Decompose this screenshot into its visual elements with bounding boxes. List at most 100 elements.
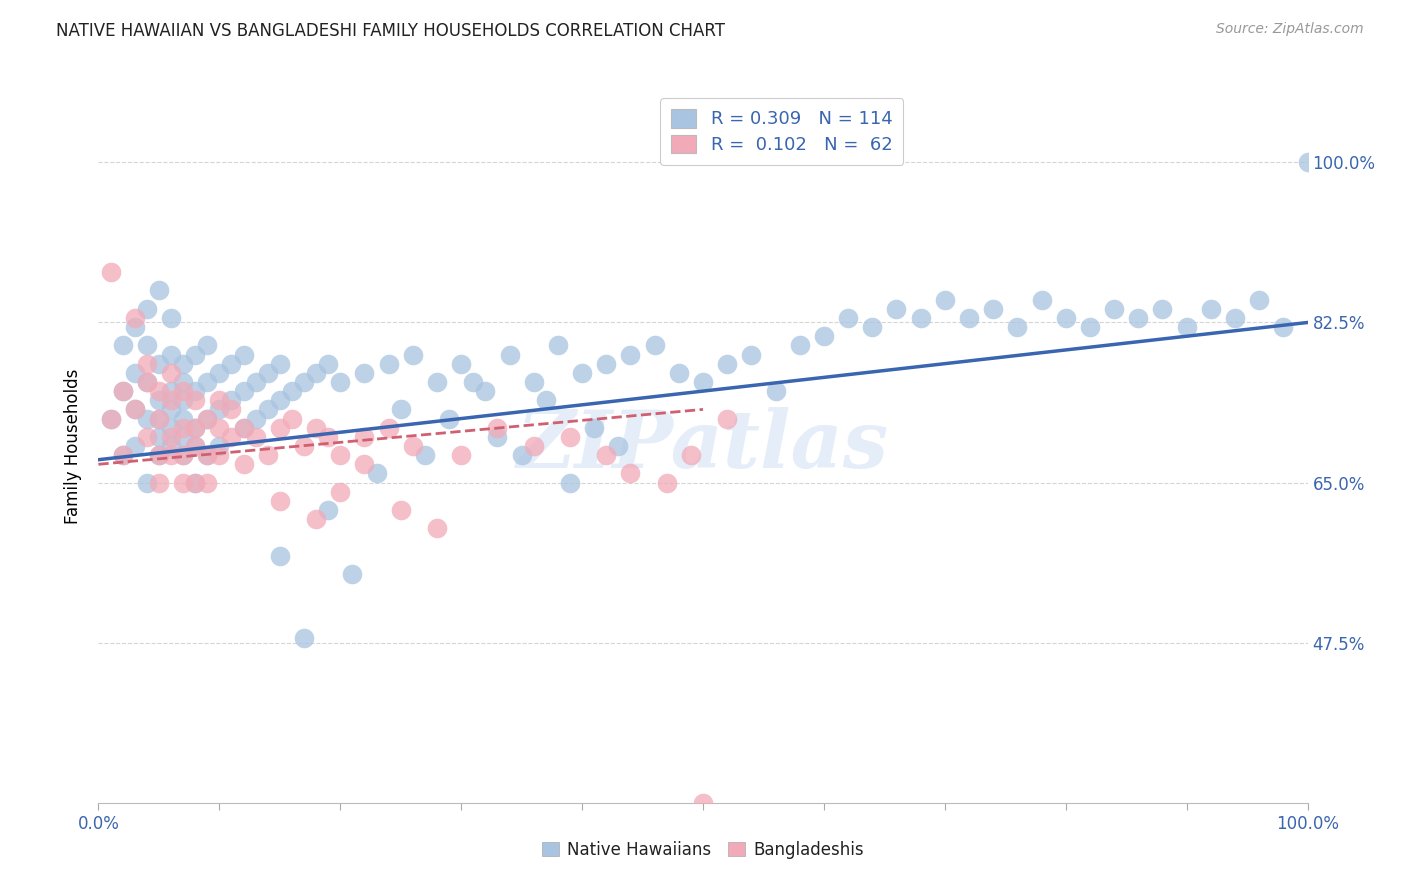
Point	[607, 439, 630, 453]
Point	[402, 347, 425, 361]
Point	[377, 357, 399, 371]
Point	[148, 384, 170, 398]
Point	[160, 384, 183, 398]
Point	[184, 475, 207, 490]
Point	[256, 366, 278, 380]
Point	[148, 448, 170, 462]
Point	[148, 448, 170, 462]
Point	[195, 375, 218, 389]
Point	[305, 512, 328, 526]
Point	[886, 301, 908, 316]
Point	[860, 320, 883, 334]
Point	[195, 475, 218, 490]
Point	[256, 402, 278, 417]
Point	[195, 448, 218, 462]
Point	[281, 411, 304, 425]
Point	[789, 338, 811, 352]
Point	[534, 393, 557, 408]
Point	[208, 366, 231, 380]
Text: Source: ZipAtlas.com: Source: ZipAtlas.com	[1216, 22, 1364, 37]
Point	[547, 338, 569, 352]
Point	[595, 357, 617, 371]
Point	[100, 265, 122, 279]
Point	[160, 402, 183, 417]
Point	[221, 393, 243, 408]
Point	[644, 338, 666, 352]
Point	[1199, 301, 1222, 316]
Point	[523, 375, 546, 389]
Point	[510, 448, 533, 462]
Point	[668, 366, 690, 380]
Point	[269, 494, 291, 508]
Point	[1031, 293, 1053, 307]
Point	[1272, 320, 1295, 334]
Point	[269, 420, 291, 434]
Point	[100, 411, 122, 425]
Point	[813, 329, 835, 343]
Point	[160, 310, 183, 325]
Point	[160, 448, 183, 462]
Point	[135, 301, 157, 316]
Point	[934, 293, 956, 307]
Point	[232, 347, 254, 361]
Point	[184, 347, 207, 361]
Point	[245, 411, 267, 425]
Point	[316, 357, 339, 371]
Point	[172, 448, 194, 462]
Point	[160, 439, 183, 453]
Point	[148, 393, 170, 408]
Point	[256, 448, 278, 462]
Point	[160, 430, 183, 444]
Point	[208, 439, 231, 453]
Point	[135, 338, 157, 352]
Point	[1223, 310, 1246, 325]
Point	[172, 411, 194, 425]
Point	[184, 439, 207, 453]
Point	[716, 411, 738, 425]
Point	[232, 420, 254, 434]
Point	[389, 402, 412, 417]
Point	[100, 411, 122, 425]
Point	[377, 420, 399, 434]
Point	[353, 458, 375, 472]
Point	[450, 448, 472, 462]
Point	[402, 439, 425, 453]
Point	[353, 430, 375, 444]
Point	[208, 420, 231, 434]
Point	[1296, 155, 1319, 169]
Point	[208, 393, 231, 408]
Point	[124, 310, 146, 325]
Point	[184, 420, 207, 434]
Point	[740, 347, 762, 361]
Point	[281, 384, 304, 398]
Point	[910, 310, 932, 325]
Point	[305, 366, 328, 380]
Point	[1175, 320, 1198, 334]
Point	[716, 357, 738, 371]
Point	[679, 448, 702, 462]
Point	[426, 375, 449, 389]
Point	[111, 384, 134, 398]
Point	[292, 375, 315, 389]
Point	[474, 384, 496, 398]
Point	[111, 338, 134, 352]
Point	[221, 357, 243, 371]
Point	[655, 475, 678, 490]
Point	[1102, 301, 1125, 316]
Point	[389, 503, 412, 517]
Text: ZIPatlas: ZIPatlas	[517, 408, 889, 484]
Point	[523, 439, 546, 453]
Point	[1054, 310, 1077, 325]
Point	[353, 366, 375, 380]
Point	[124, 402, 146, 417]
Point	[184, 475, 207, 490]
Point	[111, 448, 134, 462]
Point	[135, 375, 157, 389]
Point	[1078, 320, 1101, 334]
Point	[221, 402, 243, 417]
Point	[160, 347, 183, 361]
Point	[148, 284, 170, 298]
Point	[160, 420, 183, 434]
Point	[595, 448, 617, 462]
Point	[135, 357, 157, 371]
